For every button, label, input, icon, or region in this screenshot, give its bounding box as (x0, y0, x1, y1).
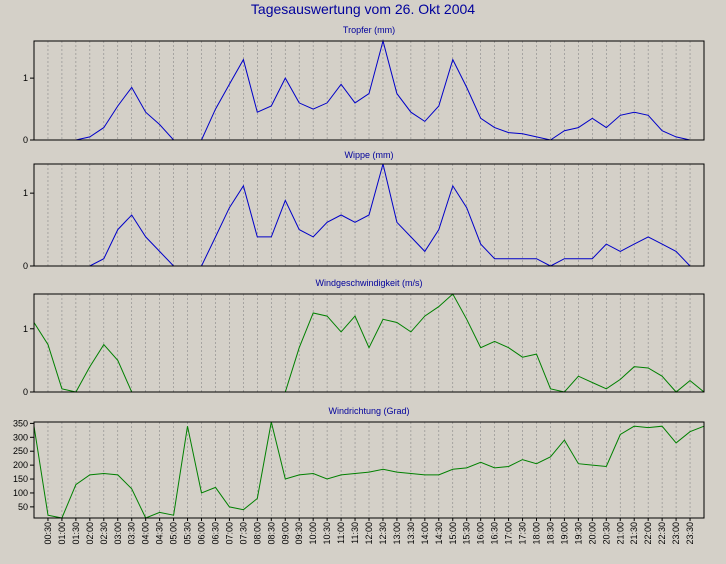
x-tick-label: 21:30 (629, 522, 639, 545)
x-tick-label: 18:00 (532, 522, 542, 545)
y-tick-label: 50 (18, 502, 28, 512)
x-tick-label: 01:00 (57, 522, 67, 545)
panel-title: Windrichtung (Grad) (328, 406, 409, 416)
x-tick-label: 23:00 (671, 522, 681, 545)
x-tick-label: 11:30 (350, 522, 360, 544)
x-tick-label: 12:00 (364, 522, 374, 545)
plot-frame (33, 163, 705, 267)
x-tick-label: 07:30 (238, 522, 248, 545)
x-tick-label: 18:30 (545, 522, 555, 545)
series-line (34, 39, 704, 141)
x-tick-label: 22:30 (657, 522, 667, 545)
x-tick-label: 06:30 (210, 522, 220, 545)
x-tick-label: 19:00 (559, 522, 569, 545)
x-tick-label: 20:00 (587, 522, 597, 545)
x-tick-label: 10:00 (308, 522, 318, 545)
x-tick-label: 23:30 (685, 522, 695, 545)
x-tick-label: 14:30 (434, 522, 444, 545)
x-tick-label: 21:00 (615, 522, 625, 545)
y-tick-label: 1 (23, 188, 28, 198)
y-tick-label: 300 (13, 432, 28, 442)
x-tick-label: 02:30 (99, 522, 109, 545)
series-line (34, 163, 704, 267)
x-tick-label: 14:00 (420, 522, 430, 545)
x-tick-label: 20:30 (601, 522, 611, 545)
y-tick-label: 1 (23, 73, 28, 83)
x-tick-label: 03:30 (127, 522, 137, 545)
x-tick-label: 03:00 (113, 522, 123, 545)
x-tick-label: 16:00 (476, 522, 486, 545)
y-tick-label: 350 (13, 418, 28, 428)
x-tick-label: 07:00 (224, 522, 234, 545)
x-tick-label: 08:00 (252, 522, 262, 545)
panel-title: Tropfer (mm) (343, 25, 395, 35)
page-title: Tagesauswertung vom 26. Okt 2004 (250, 1, 476, 17)
x-tick-label: 01:30 (71, 522, 81, 545)
x-tick-label: 19:30 (573, 522, 583, 545)
x-tick-label: 13:30 (406, 522, 416, 545)
panel-title: Windgeschwindigkeit (m/s) (315, 278, 422, 288)
x-tick-label: 08:30 (266, 522, 276, 545)
x-tick-label: 02:00 (85, 522, 95, 545)
y-tick-label: 1 (23, 324, 28, 334)
y-tick-label: 0 (23, 135, 28, 145)
x-tick-label: 04:30 (155, 522, 165, 545)
y-tick-label: 100 (13, 488, 28, 498)
y-tick-label: 0 (23, 261, 28, 271)
x-tick-label: 17:30 (518, 522, 528, 545)
x-tick-label: 09:30 (294, 522, 304, 545)
x-tick-label: 05:30 (183, 522, 193, 545)
x-tick-label: 09:00 (280, 522, 290, 545)
x-tick-label: 12:30 (378, 522, 388, 545)
x-tick-label: 11:00 (336, 522, 346, 544)
y-tick-label: 250 (13, 446, 28, 456)
x-tick-label: 05:00 (169, 522, 179, 545)
x-tick-label: 06:00 (197, 522, 207, 545)
x-tick-label: 00:30 (43, 522, 53, 545)
plot-frame (33, 40, 705, 141)
x-tick-label: 15:30 (462, 522, 472, 545)
x-tick-label: 22:00 (643, 522, 653, 545)
x-tick-label: 17:00 (504, 522, 514, 545)
x-tick-label: 04:00 (141, 522, 151, 545)
panel-title: Wippe (mm) (345, 150, 394, 160)
x-tick-label: 13:00 (392, 522, 402, 545)
x-tick-label: 15:00 (448, 522, 458, 545)
y-tick-label: 0 (23, 387, 28, 397)
y-tick-label: 150 (13, 474, 28, 484)
x-tick-label: 16:30 (490, 522, 500, 545)
x-tick-label: 10:30 (322, 522, 332, 545)
y-tick-label: 200 (13, 460, 28, 470)
plot-frame (33, 293, 705, 393)
